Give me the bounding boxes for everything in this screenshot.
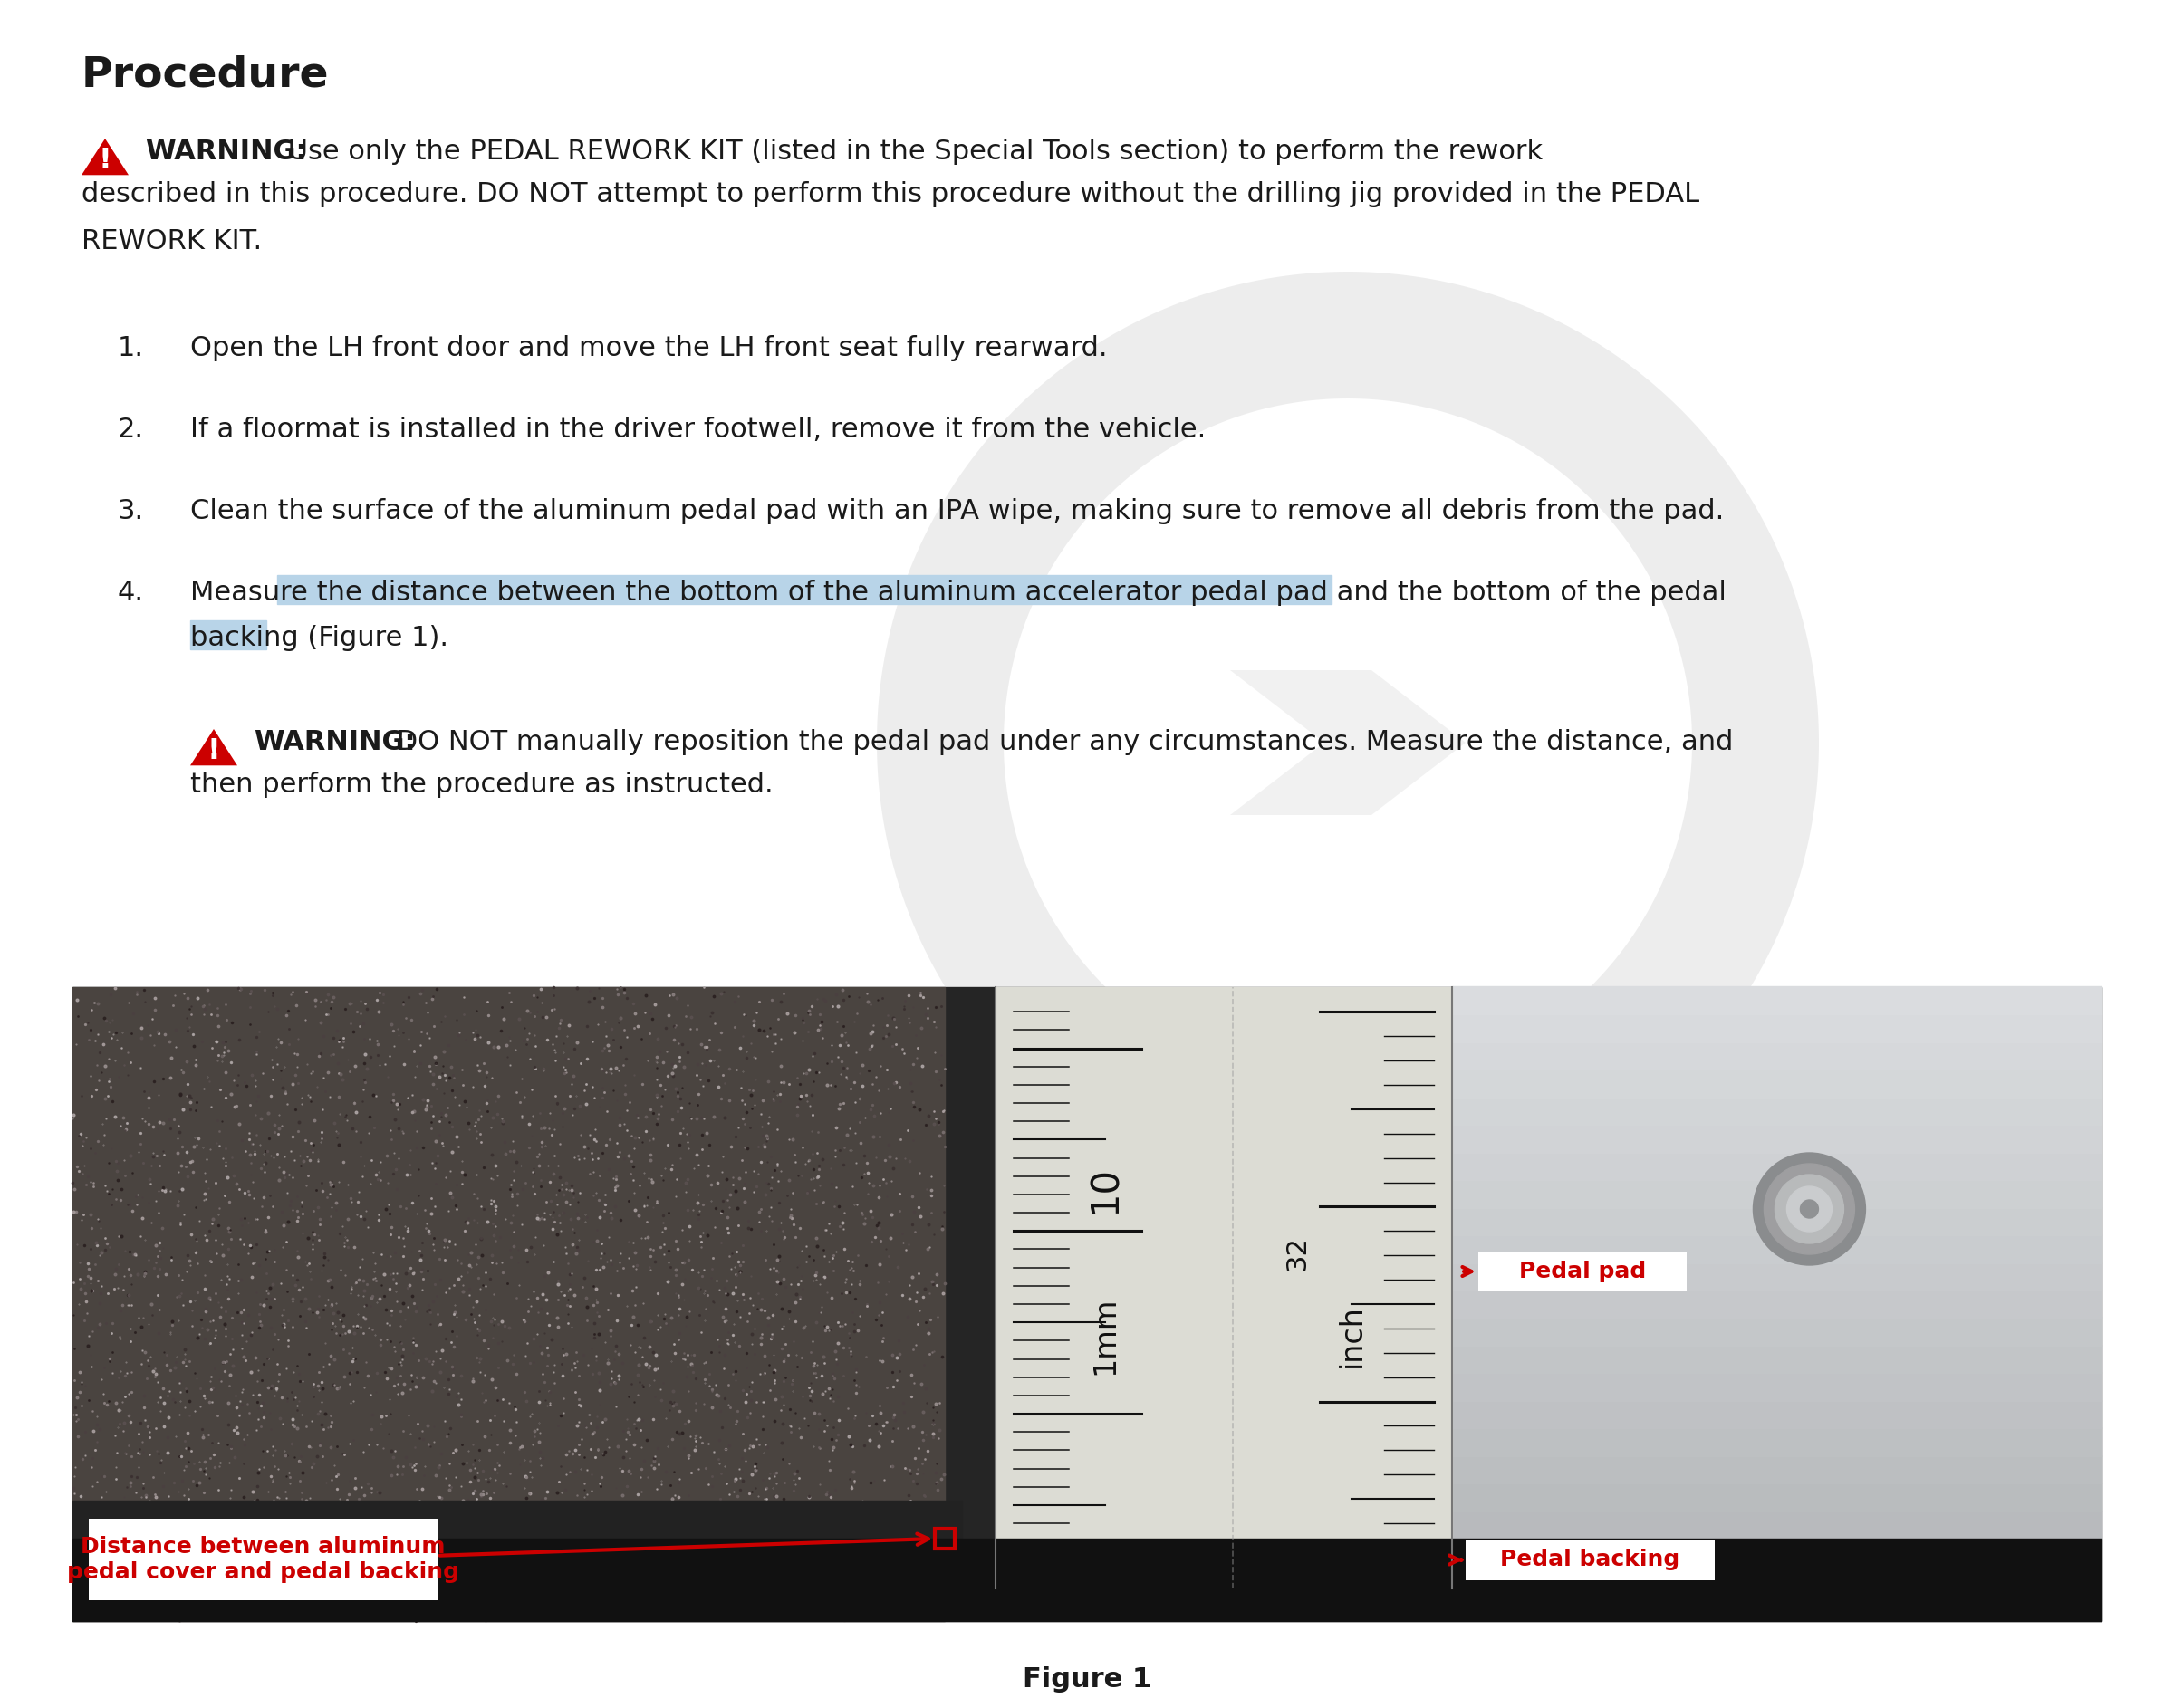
- Bar: [1452, 1372, 2102, 1401]
- Bar: [1452, 1015, 2102, 1042]
- Bar: [1452, 1235, 2102, 1262]
- Circle shape: [1763, 1163, 1854, 1254]
- Text: 3.: 3.: [117, 499, 143, 524]
- Bar: [1465, 1541, 1715, 1580]
- Bar: [1452, 1179, 2102, 1208]
- Bar: [89, 1518, 437, 1600]
- Bar: [1452, 1151, 2102, 1180]
- Bar: [1452, 1042, 2102, 1069]
- Bar: [935, 1529, 954, 1549]
- Bar: [72, 987, 2102, 1621]
- Bar: [1452, 1344, 2102, 1373]
- Text: If a floormat is installed in the driver footwell, remove it from the vehicle.: If a floormat is installed in the driver…: [191, 417, 1207, 442]
- Bar: [1452, 1069, 2102, 1098]
- Text: described in this procedure. DO NOT attempt to perform this procedure without th: described in this procedure. DO NOT atte…: [83, 181, 1700, 207]
- Circle shape: [1800, 1201, 1817, 1218]
- Text: Procedure: Procedure: [83, 55, 328, 96]
- Polygon shape: [1230, 670, 1465, 815]
- Bar: [1452, 1317, 2102, 1346]
- Bar: [72, 1501, 963, 1539]
- Text: 32: 32: [1285, 1237, 1311, 1271]
- Bar: [72, 987, 946, 1621]
- Text: !: !: [207, 738, 220, 765]
- Text: Clean the surface of the aluminum pedal pad with an IPA wipe, making sure to rem: Clean the surface of the aluminum pedal …: [191, 499, 1724, 524]
- Bar: [1452, 1455, 2102, 1484]
- Text: 2.: 2.: [117, 417, 143, 442]
- Bar: [1452, 1097, 2102, 1126]
- Circle shape: [1774, 1175, 1844, 1243]
- Circle shape: [1787, 1187, 1833, 1231]
- Bar: [1478, 1252, 1687, 1291]
- Text: Measure the distance between the bottom of the aluminum accelerator pedal pad an: Measure the distance between the bottom …: [191, 579, 1726, 606]
- Text: inch: inch: [1337, 1305, 1367, 1368]
- Text: Distance between aluminum
pedal cover and pedal backing: Distance between aluminum pedal cover an…: [67, 1535, 459, 1583]
- Text: 10: 10: [1087, 1167, 1124, 1214]
- Text: WARNING:: WARNING:: [254, 729, 415, 755]
- Text: Figure 1: Figure 1: [1022, 1667, 1152, 1693]
- Polygon shape: [83, 138, 128, 174]
- Text: DO NOT manually reposition the pedal pad under any circumstances. Measure the di: DO NOT manually reposition the pedal pad…: [387, 729, 1733, 755]
- Circle shape: [1752, 1153, 1865, 1266]
- Bar: [1452, 1262, 2102, 1291]
- Bar: [1452, 1483, 2102, 1512]
- Text: REWORK KIT.: REWORK KIT.: [83, 229, 261, 254]
- Bar: [72, 1539, 2102, 1621]
- Bar: [278, 576, 1330, 605]
- Text: WARNING:: WARNING:: [146, 138, 307, 166]
- Text: 1mm: 1mm: [1091, 1296, 1120, 1375]
- Bar: [1452, 1208, 2102, 1235]
- Text: Use only the PEDAL REWORK KIT (listed in the Special Tools section) to perform t: Use only the PEDAL REWORK KIT (listed in…: [278, 138, 1544, 166]
- Bar: [1452, 1124, 2102, 1153]
- Bar: [996, 987, 1452, 1580]
- Bar: [1452, 1428, 2102, 1455]
- Text: 4.: 4.: [117, 579, 143, 606]
- Text: Open the LH front door and move the LH front seat fully rearward.: Open the LH front door and move the LH f…: [191, 335, 1107, 362]
- Bar: [1452, 987, 2102, 1539]
- Polygon shape: [191, 729, 237, 765]
- Bar: [1452, 1401, 2102, 1428]
- Text: Pedal pad: Pedal pad: [1520, 1261, 1646, 1283]
- Bar: [1452, 1290, 2102, 1319]
- Text: !: !: [98, 147, 111, 176]
- Bar: [1452, 1510, 2102, 1539]
- Polygon shape: [876, 272, 1820, 1213]
- Text: 1.: 1.: [117, 335, 143, 362]
- Text: then perform the procedure as instructed.: then perform the procedure as instructed…: [191, 772, 774, 798]
- Bar: [1452, 986, 2102, 1015]
- Text: backing (Figure 1).: backing (Figure 1).: [191, 625, 448, 651]
- Text: Pedal backing: Pedal backing: [1500, 1549, 1681, 1571]
- Bar: [191, 620, 267, 649]
